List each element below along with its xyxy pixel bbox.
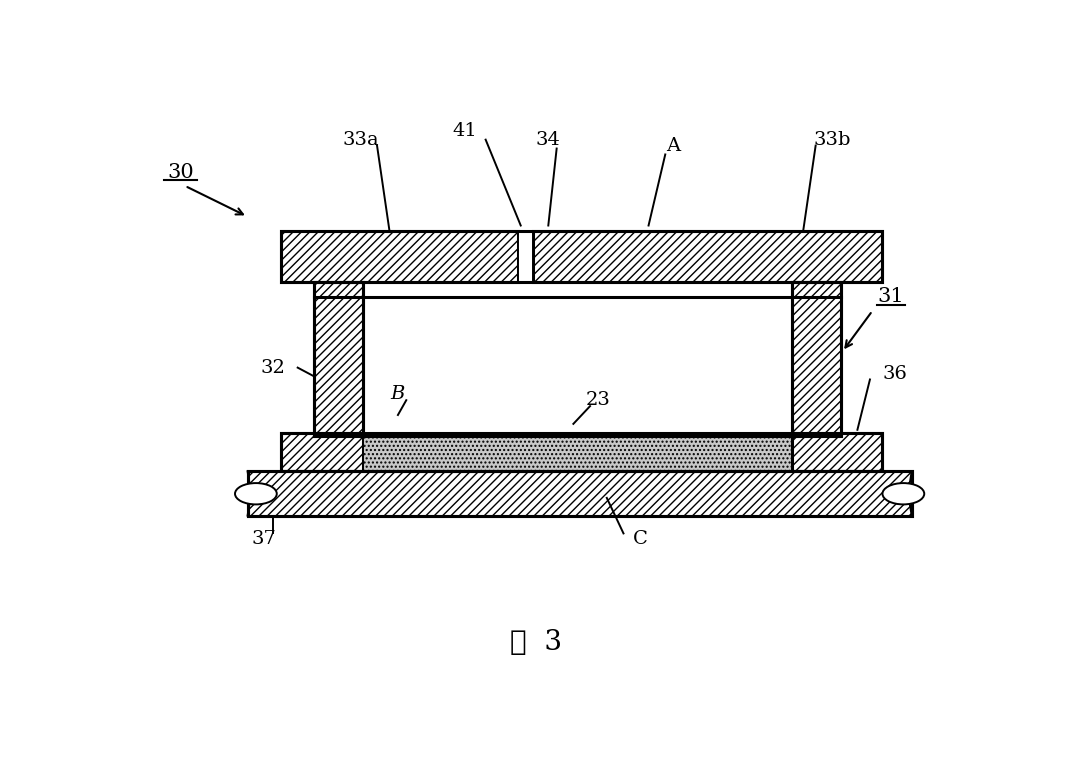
Text: 41: 41 <box>453 122 478 140</box>
Bar <box>315 281 363 436</box>
Bar <box>792 281 841 436</box>
Text: A: A <box>666 137 680 155</box>
Bar <box>281 433 883 471</box>
Text: 37: 37 <box>252 531 277 548</box>
Text: C: C <box>633 531 648 548</box>
Bar <box>281 231 883 281</box>
Bar <box>363 433 792 471</box>
Bar <box>248 471 912 516</box>
Text: 23: 23 <box>586 391 611 409</box>
Bar <box>281 433 363 471</box>
Text: 34: 34 <box>536 131 561 148</box>
Text: 36: 36 <box>883 365 908 382</box>
Text: 31: 31 <box>877 287 904 306</box>
Bar <box>248 471 912 516</box>
Bar <box>315 281 363 436</box>
Ellipse shape <box>235 483 277 504</box>
Text: B: B <box>390 385 405 403</box>
Bar <box>363 297 792 436</box>
Bar <box>792 433 883 471</box>
Bar <box>519 231 534 281</box>
Text: 30: 30 <box>167 163 194 181</box>
Text: 33a: 33a <box>342 131 378 148</box>
Text: 33b: 33b <box>814 131 852 148</box>
Text: 32: 32 <box>260 358 285 377</box>
Text: 図  3: 図 3 <box>510 630 562 657</box>
Bar <box>792 281 841 436</box>
Bar <box>281 231 519 281</box>
Ellipse shape <box>883 483 924 504</box>
Bar <box>534 231 883 281</box>
